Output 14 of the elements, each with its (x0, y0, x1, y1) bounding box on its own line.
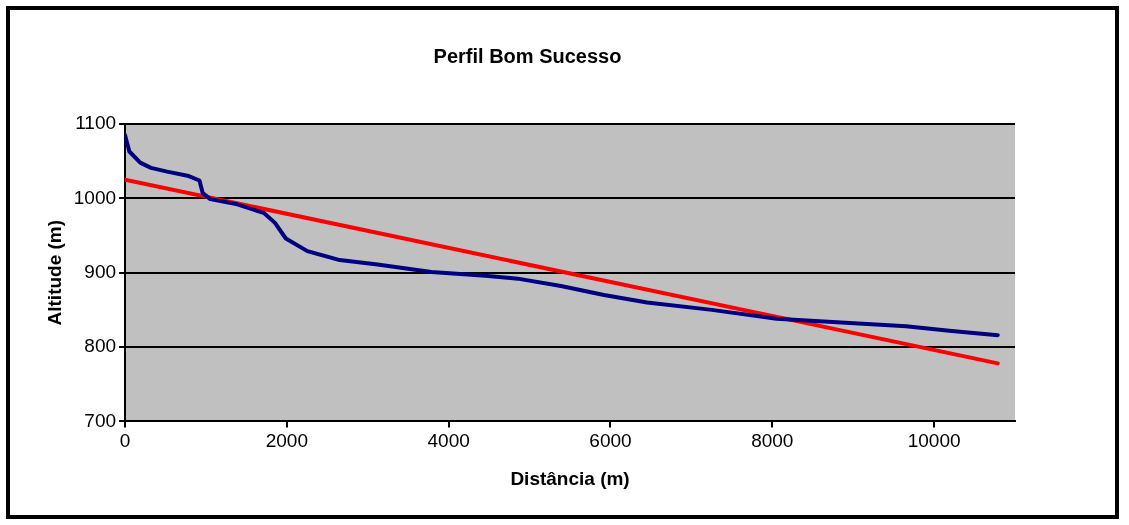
y-tick-label: 1100 (75, 112, 117, 134)
x-tick-label: 6000 (589, 430, 632, 452)
chart-title: Perfil Bom Sucesso (433, 44, 622, 67)
x-axis-title: Distância (m) (510, 467, 630, 489)
x-tick-label: 8000 (751, 430, 794, 452)
x-tick-label: 10000 (907, 430, 961, 452)
y-axis-title: Altitude (m) (43, 219, 65, 326)
y-tick-label: 900 (84, 260, 117, 282)
x-tick-label: 4000 (427, 430, 470, 452)
x-tick-label: 2000 (265, 430, 309, 452)
y-tick-label: 800 (84, 335, 117, 357)
y-tick-label: 1000 (73, 186, 117, 208)
x-tick-label: 0 (119, 430, 131, 452)
y-tick-label: 700 (84, 409, 117, 431)
